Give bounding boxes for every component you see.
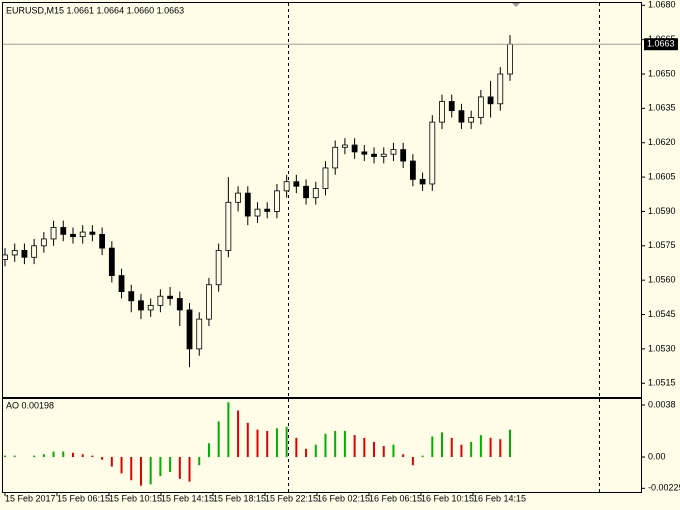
x-tick-label: 15 Feb 10:15 [109, 493, 162, 503]
x-tick-label: 16 Feb 06:15 [369, 493, 422, 503]
indicator-title: AO 0.00198 [6, 400, 54, 410]
candle-body [283, 181, 290, 192]
candle-body [79, 231, 86, 238]
candle-body [322, 167, 329, 189]
candle-body [468, 117, 475, 123]
candle-body [21, 249, 28, 258]
candle-body [40, 238, 47, 247]
candle-body [264, 208, 271, 212]
y-tick-label: 1.0560 [648, 275, 676, 285]
candle-body [380, 153, 387, 157]
x-tick-label: 15 Feb 2017 [5, 493, 56, 503]
candle-body [497, 73, 504, 105]
candle-body [303, 185, 309, 199]
y-tick-label: 1.0620 [648, 137, 676, 147]
y-tick-label: 1.0545 [648, 309, 676, 319]
candle-body [196, 318, 203, 350]
candle-body [244, 192, 251, 217]
x-tick-label: 16 Feb 14:15 [473, 493, 526, 503]
y-tick-label: 1.0575 [648, 240, 676, 250]
y-tick-label: 0.00 [648, 451, 666, 461]
candle-body [507, 43, 513, 75]
candle-body [400, 149, 407, 162]
candle-body [50, 227, 57, 240]
current-price-label: 1.0663 [647, 39, 675, 49]
candle-body [332, 146, 339, 169]
candle-body [99, 233, 106, 249]
candle-body [206, 284, 212, 320]
candle-body [157, 295, 164, 306]
y-tick-label: -0.00229 [648, 483, 680, 493]
candle-body [147, 304, 154, 311]
candle-body [409, 160, 416, 180]
candle-body [2, 254, 8, 260]
y-tick-label: 1.0590 [648, 206, 676, 216]
y-tick-label: 1.0680 [648, 0, 676, 10]
x-tick-label: 16 Feb 02:15 [317, 493, 370, 503]
y-tick-label: 0.0038 [648, 399, 676, 409]
candle-body [176, 298, 183, 311]
candle-body [458, 110, 465, 123]
candle-body [138, 300, 144, 311]
candle-body [167, 295, 173, 299]
candle-body [439, 101, 445, 123]
candle-body [108, 247, 115, 276]
candle-body [419, 178, 426, 185]
x-tick-label: 15 Feb 18:15 [213, 493, 266, 503]
candle-body [254, 208, 261, 217]
y-tick-label: 1.0515 [648, 378, 676, 388]
candle-body [215, 249, 222, 286]
x-tick-label: 15 Feb 22:15 [265, 493, 318, 503]
x-tick-label: 15 Feb 06:15 [57, 493, 110, 503]
candle-body [60, 227, 67, 235]
candle-body [351, 144, 358, 153]
y-tick-label: 1.0650 [648, 68, 676, 78]
y-tick-label: 1.0605 [648, 171, 676, 181]
x-tick-label: 15 Feb 14:15 [161, 493, 214, 503]
candle-body [235, 192, 241, 203]
y-tick-label: 1.0530 [648, 343, 676, 353]
current-price-box [644, 38, 678, 51]
candle-body [118, 275, 125, 293]
shift-marker [512, 3, 520, 7]
candle-body [31, 245, 38, 258]
candle-body [477, 96, 484, 118]
candle-body [371, 153, 377, 157]
candle-body [70, 233, 76, 238]
candle-body [342, 144, 348, 148]
candle-body [186, 309, 193, 350]
candle-body [293, 181, 300, 187]
candle-body [390, 149, 397, 155]
chart-title: EURUSD,M15 1.0661 1.0664 1.0660 1.0663 [6, 5, 184, 15]
main-pane [2, 2, 642, 398]
candle-body [128, 291, 135, 302]
candle-body [89, 231, 96, 235]
candle-body [487, 96, 494, 105]
candle-body [274, 190, 280, 212]
x-tick-label: 16 Feb 10:15 [421, 493, 474, 503]
candle-body [448, 101, 455, 112]
indicator-pane [2, 398, 642, 493]
candle-body [361, 151, 368, 155]
candle-body [225, 201, 232, 251]
candle-body [312, 188, 319, 199]
candle-body [429, 121, 436, 185]
y-tick-label: 1.0635 [648, 103, 676, 113]
candle-body [11, 249, 18, 256]
